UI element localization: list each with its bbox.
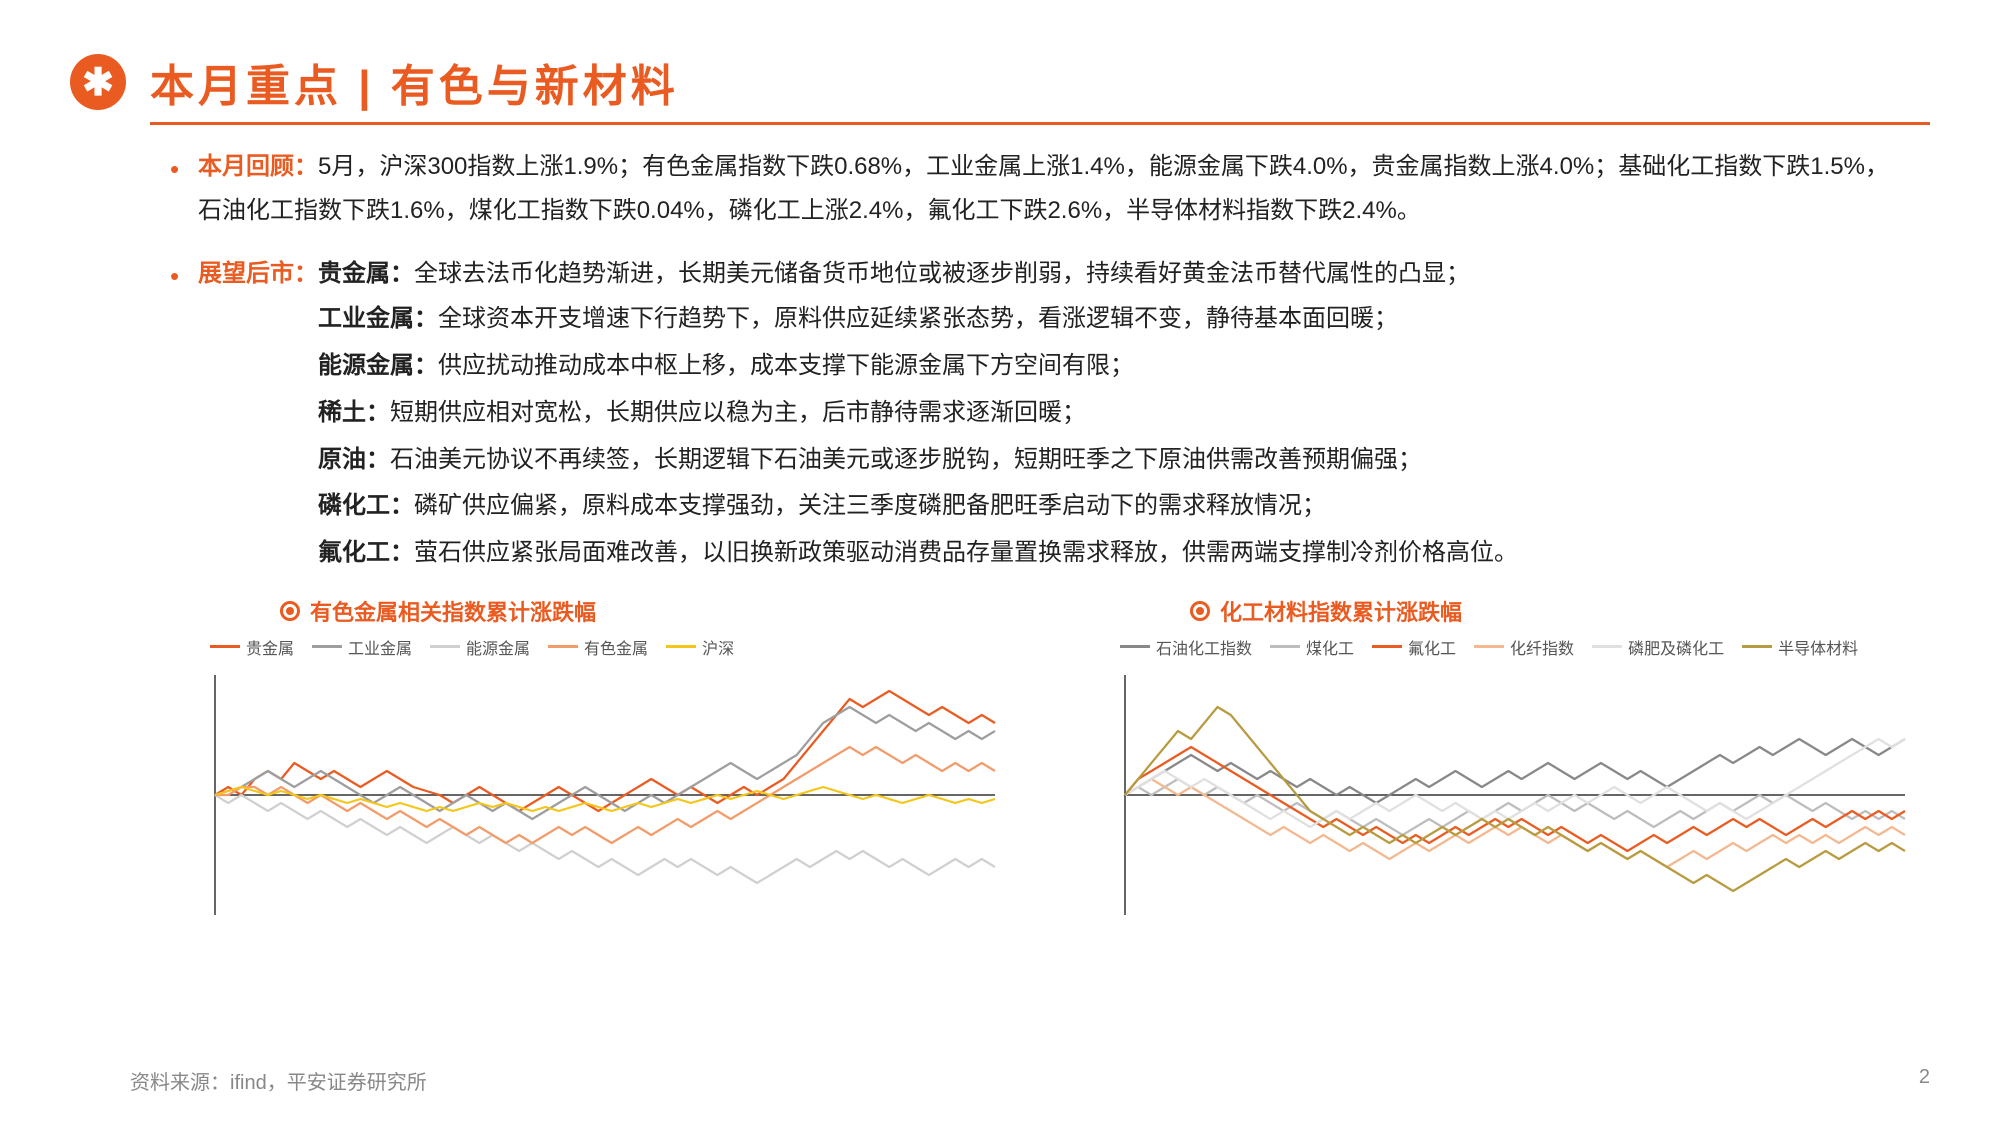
outlook-item-1-text: 全球资本开支增速下行趋势下，原料供应延续紧张态势，看涨逻辑不变，静待基本面回暖； [438, 305, 1398, 332]
legend-item: 贵金属 [210, 635, 294, 659]
charts-row: 有色金属相关指数累计涨跌幅 贵金属 工业金属 能源金属 有色金属 沪深 化工材料指数累计… [170, 595, 1930, 930]
legend-item: 有色金属 [548, 635, 648, 659]
outlook-item-5-text: 磷矿供应偏紧，原料成本支撑强劲，关注三季度磷肥备肥旺季启动下的需求释放情况； [414, 492, 1326, 519]
chart2-title-row: 化工材料指数累计涨跌幅 [1190, 595, 1930, 627]
legend-item: 工业金属 [312, 635, 412, 659]
outlook-item-4-text: 石油美元协议不再续签，长期逻辑下石油美元或逐步脱钩，短期旺季之下原油供需改善预期… [390, 446, 1422, 473]
review-bullet: 本月回顾：5月，沪深300指数上涨1.9%；有色金属指数下跌0.68%，工业金属… [170, 145, 1890, 234]
target-icon [280, 601, 300, 621]
legend-item: 石油化工指数 [1120, 635, 1252, 659]
legend-swatch [312, 645, 342, 648]
legend-label: 化纤指数 [1510, 635, 1574, 659]
review-text: 5月，沪深300指数上涨1.9%；有色金属指数下跌0.68%，工业金属上涨1.4… [198, 153, 1889, 224]
outlook-item-1-label: 工业金属： [318, 305, 438, 332]
outlook-item-6-label: 氟化工： [318, 539, 414, 566]
legend-swatch [1120, 645, 1150, 648]
legend-swatch [1372, 645, 1402, 648]
page-footer: 资料来源：ifind，平安证券研究所 2 [130, 1066, 1930, 1095]
legend-swatch [1270, 645, 1300, 648]
legend-item: 磷肥及磷化工 [1592, 635, 1724, 659]
legend-label: 氟化工 [1408, 635, 1456, 659]
chart2-block: 化工材料指数累计涨跌幅 石油化工指数 煤化工 氟化工 化纤指数 磷肥及磷化工 半导体材料 [1080, 595, 1930, 930]
outlook-bullet: 展望后市：贵金属：全球去法币化趋势渐进，长期美元储备货币地位或被逐步削弱，持续看… [170, 252, 1890, 577]
outlook-item-4-label: 原油： [318, 446, 390, 473]
legend-label: 磷肥及磷化工 [1628, 635, 1724, 659]
legend-item: 半导体材料 [1742, 635, 1858, 659]
outlook-item-6: 氟化工：萤石供应紧张局面难改善，以旧换新政策驱动消费品存量置换需求释放，供需两端… [318, 530, 1890, 577]
review-label: 本月回顾： [198, 153, 318, 180]
outlook-item-5: 磷化工：磷矿供应偏紧，原料成本支撑强劲，关注三季度磷肥备肥旺季启动下的需求释放情… [318, 483, 1890, 530]
legend-label: 沪深 [702, 635, 734, 659]
legend-item: 煤化工 [1270, 635, 1354, 659]
chart1-title: 有色金属相关指数累计涨跌幅 [310, 595, 596, 627]
outlook-item-4: 原油：石油美元协议不再续签，长期逻辑下石油美元或逐步脱钩，短期旺季之下原油供需改… [318, 437, 1890, 484]
chart1-svg [170, 665, 1020, 925]
chart1-block: 有色金属相关指数累计涨跌幅 贵金属 工业金属 能源金属 有色金属 沪深 [170, 595, 1020, 930]
legend-label: 能源金属 [466, 635, 530, 659]
legend-label: 有色金属 [584, 635, 648, 659]
star-badge-icon: ✱ [70, 54, 126, 110]
source-text: 资料来源：ifind，平安证券研究所 [130, 1066, 427, 1095]
outlook-sublist: 工业金属：全球资本开支增速下行趋势下，原料供应延续紧张态势，看涨逻辑不变，静待基… [318, 296, 1890, 577]
legend-item: 氟化工 [1372, 635, 1456, 659]
legend-label: 煤化工 [1306, 635, 1354, 659]
legend-label: 石油化工指数 [1156, 635, 1252, 659]
outlook-item-0-label: 贵金属： [318, 260, 414, 287]
outlook-item-2: 能源金属：供应扰动推动成本中枢上移，成本支撑下能源金属下方空间有限； [318, 343, 1890, 390]
legend-item: 化纤指数 [1474, 635, 1574, 659]
legend-item: 沪深 [666, 635, 734, 659]
legend-label: 半导体材料 [1778, 635, 1858, 659]
legend-label: 贵金属 [246, 635, 294, 659]
legend-swatch [548, 645, 578, 648]
chart1-title-row: 有色金属相关指数累计涨跌幅 [280, 595, 1020, 627]
outlook-item-3: 稀土：短期供应相对宽松，长期供应以稳为主，后市静待需求逐渐回暖； [318, 390, 1890, 437]
outlook-label: 展望后市： [198, 260, 318, 287]
outlook-item-2-label: 能源金属： [318, 352, 438, 379]
chart2-legend: 石油化工指数 煤化工 氟化工 化纤指数 磷肥及磷化工 半导体材料 [1120, 635, 1930, 659]
legend-swatch [1592, 645, 1622, 648]
outlook-item-1: 工业金属：全球资本开支增速下行趋势下，原料供应延续紧张态势，看涨逻辑不变，静待基… [318, 296, 1890, 343]
outlook-item-5-label: 磷化工： [318, 492, 414, 519]
outlook-item-6-text: 萤石供应紧张局面难改善，以旧换新政策驱动消费品存量置换需求释放，供需两端支撑制冷… [414, 539, 1518, 566]
outlook-item-3-text: 短期供应相对宽松，长期供应以稳为主，后市静待需求逐渐回暖； [390, 399, 1086, 426]
page-title: 本月重点 | 有色与新材料 [150, 50, 679, 114]
page-number: 2 [1919, 1066, 1930, 1095]
legend-swatch [210, 645, 240, 648]
main-content: 本月回顾：5月，沪深300指数上涨1.9%；有色金属指数下跌0.68%，工业金属… [170, 145, 1890, 577]
outlook-item-0-text: 全球去法币化趋势渐进，长期美元储备货币地位或被逐步削弱，持续看好黄金法币替代属性… [414, 260, 1470, 287]
outlook-item-3-label: 稀土： [318, 399, 390, 426]
chart2-svg [1080, 665, 1930, 925]
legend-swatch [1742, 645, 1772, 648]
slide-page: ✱ 本月重点 | 有色与新材料 本月回顾：5月，沪深300指数上涨1.9%；有色… [0, 0, 2000, 1125]
chart1-legend: 贵金属 工业金属 能源金属 有色金属 沪深 [210, 635, 1020, 659]
title-underline [150, 122, 1930, 125]
chart2-title: 化工材料指数累计涨跌幅 [1220, 595, 1462, 627]
legend-label: 工业金属 [348, 635, 412, 659]
outlook-item-2-text: 供应扰动推动成本中枢上移，成本支撑下能源金属下方空间有限； [438, 352, 1134, 379]
legend-swatch [430, 645, 460, 648]
legend-swatch [1474, 645, 1504, 648]
legend-swatch [666, 645, 696, 648]
page-header: ✱ 本月重点 | 有色与新材料 [70, 50, 1930, 114]
legend-item: 能源金属 [430, 635, 530, 659]
target-icon [1190, 601, 1210, 621]
